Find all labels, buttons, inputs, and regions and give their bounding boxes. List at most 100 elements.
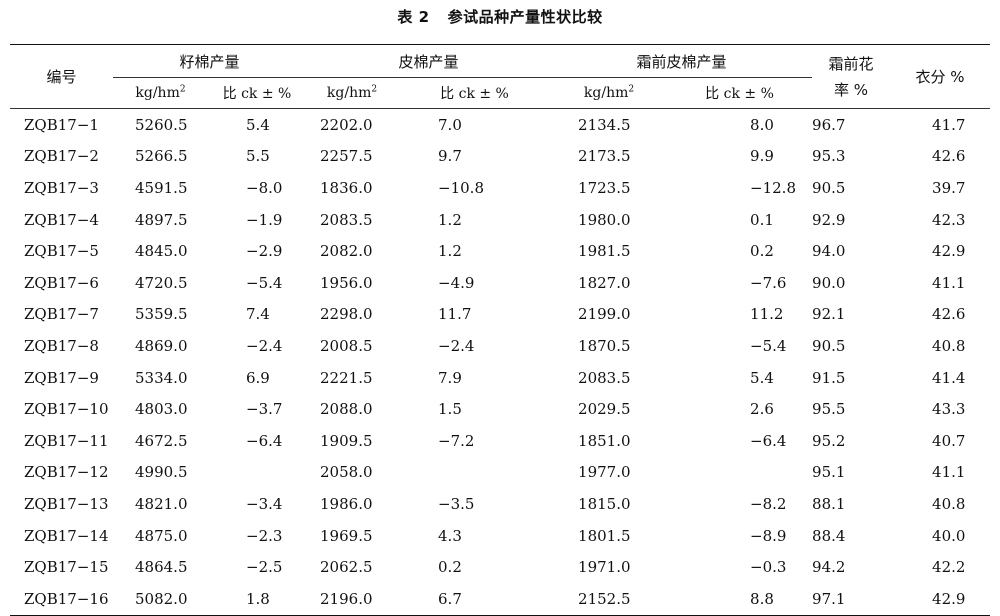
prefrost-vs-ck-cell: −7.6 [750, 273, 787, 292]
seed-yield-cell: 4845.0 [135, 242, 188, 261]
header-lint-percentage: 衣分 % [890, 44, 991, 109]
header-row-sub: kg/hm2 比 ck ± % kg/hm2 比 ck ± % kg/hm2 比… [10, 77, 990, 109]
seed-vs-ck-cell: 6.9 [246, 368, 270, 387]
table-row: ZQB17−16 5082.0 1.8 2196.0 6.7 2152.5 8.8 97.1 4… [10, 582, 991, 616]
prefrost-vs-ck-cell: 0.1 [750, 210, 774, 229]
lint-percent-cell: 42.3 [932, 210, 966, 229]
lint-percent-cell: 42.6 [932, 305, 966, 324]
lint-vs-ck-cell: 7.9 [438, 368, 462, 387]
table-row: ZQB17−14 4875.0 −2.3 1969.5 4.3 1801.5 −8.9 88.… [10, 520, 990, 552]
prefrost-vs-ck-cell: −12.8 [750, 178, 796, 197]
lint-percent-cell: 42.2 [932, 558, 966, 577]
header-unit-lint: kg/hm2 [306, 77, 399, 109]
lint-yield-cell: 2088.0 [320, 400, 373, 419]
seed-yield-cell: 5334.0 [135, 368, 188, 387]
table-row: ZQB17−3 4591.5 −8.0 1836.0 −10.8 1723.5 −12.8 9… [10, 172, 990, 204]
seed-yield-cell: 4875.0 [135, 526, 188, 545]
seed-vs-ck-cell: −3.4 [246, 494, 283, 513]
prefrost-yield-cell: 1980.0 [578, 210, 631, 229]
prefrost-vs-ck-cell: 8.8 [667, 582, 813, 616]
prefrost-yield-cell: 1870.5 [578, 336, 631, 355]
prefrost-vs-ck-cell: −5.4 [750, 336, 787, 355]
table-title: 参试品种产量性状比较 [447, 8, 603, 26]
prefrost-vs-ck-cell: −8.2 [750, 494, 787, 513]
table-number: 表 2 [397, 8, 430, 26]
prefrost-rate-cell: 90.5 [812, 336, 846, 355]
seed-vs-ck-cell: 1.8 [208, 582, 307, 616]
lint-vs-ck-cell: −10.8 [438, 178, 484, 197]
unit-exponent: 2 [371, 84, 378, 95]
header-row-top: 编号 籽棉产量 皮棉产量 霜前皮棉产量 霜前花率 % 衣分 % [10, 44, 991, 109]
lint-yield-cell: 2202.0 [320, 115, 373, 134]
seed-vs-ck-cell: −3.7 [246, 400, 283, 419]
lint-percent-cell: 42.6 [932, 147, 966, 166]
lint-yield-cell: 2221.5 [320, 368, 373, 387]
seed-yield-cell: 5359.5 [135, 305, 188, 324]
prefrost-rate-cell: 96.7 [812, 115, 846, 134]
seed-yield-cell: 5082.0 [113, 582, 208, 616]
prefrost-yield-cell: 1981.5 [578, 242, 631, 261]
lint-yield-cell: 1986.0 [320, 494, 373, 513]
lint-vs-ck-cell: 11.7 [438, 305, 472, 324]
prefrost-yield-cell: 1977.0 [578, 463, 631, 482]
prefrost-yield-cell: 2134.5 [578, 115, 631, 134]
variety-id-cell: ZQB17−4 [24, 210, 99, 229]
prefrost-rate-cell: 95.2 [812, 431, 846, 450]
prefrost-yield-cell: 1815.0 [578, 494, 631, 513]
prefrost-rate-cell: 95.3 [812, 147, 846, 166]
seed-vs-ck-cell: 5.4 [246, 115, 270, 134]
table-row: ZQB17−1 5260.5 5.4 2202.0 7.0 2134.5 8.0 96.7 41… [10, 109, 990, 141]
lint-yield-cell: 2196.0 [306, 582, 399, 616]
prefrost-yield-cell: 2173.5 [578, 147, 631, 166]
prefrost-yield-cell: 1801.5 [578, 526, 631, 545]
header-vs-ck-seed: 比 ck ± % [208, 77, 307, 109]
variety-id-cell: ZQB17−16 [10, 582, 113, 616]
seed-vs-ck-cell: 5.5 [246, 147, 270, 166]
prefrost-yield-cell: 2199.0 [578, 305, 631, 324]
table-row: ZQB17−10 4803.0 −3.7 2088.0 1.5 2029.5 2.6 95.5… [10, 393, 990, 425]
variety-id-cell: ZQB17−5 [24, 242, 99, 261]
prefrost-vs-ck-cell: −6.4 [750, 431, 787, 450]
seed-yield-cell: 5266.5 [135, 147, 188, 166]
variety-id-cell: ZQB17−10 [24, 400, 109, 419]
table-row: ZQB17−4 4897.5 −1.9 2083.5 1.2 1980.0 0.1 92.9 4… [10, 204, 990, 236]
seed-vs-ck-cell: 7.4 [246, 305, 270, 324]
variety-id-cell: ZQB17−2 [24, 147, 99, 166]
prefrost-vs-ck-cell: 8.0 [750, 115, 774, 134]
table-row: ZQB17−2 5266.5 5.5 2257.5 9.7 2173.5 9.9 95.3 42… [10, 141, 990, 173]
lint-yield-cell: 2298.0 [320, 305, 373, 324]
lint-yield-cell: 2257.5 [320, 147, 373, 166]
lint-vs-ck-cell: 6.7 [398, 582, 552, 616]
unit-text: kg/hm [583, 85, 629, 101]
lint-yield-cell: 2058.0 [320, 463, 373, 482]
lint-percent-cell: 41.7 [932, 115, 966, 134]
prefrost-yield-cell: 2152.5 [551, 582, 668, 616]
seed-yield-cell: 4591.5 [135, 178, 188, 197]
seed-yield-cell: 4803.0 [135, 400, 188, 419]
prefrost-vs-ck-cell: −8.9 [750, 526, 787, 545]
header-vs-ck-lint: 比 ck ± % [398, 77, 552, 109]
lint-yield-cell: 2083.5 [320, 210, 373, 229]
lint-percent-cell: 40.0 [932, 526, 966, 545]
table-row: ZQB17−13 4821.0 −3.4 1986.0 −3.5 1815.0 −8.2 88… [10, 488, 990, 520]
seed-vs-ck-cell: −5.4 [246, 273, 283, 292]
seed-yield-cell: 4897.5 [135, 210, 188, 229]
prefrost-rate-cell: 90.5 [812, 178, 846, 197]
lint-yield-cell: 1956.0 [320, 273, 373, 292]
header-prefrost-lint-yield: 霜前皮棉产量 [551, 44, 813, 78]
variety-id-cell: ZQB17−11 [24, 431, 109, 450]
variety-id-cell: ZQB17−3 [24, 178, 99, 197]
lint-percent-cell: 42.9 [932, 242, 966, 261]
variety-id-cell: ZQB17−7 [24, 305, 99, 324]
seed-yield-cell: 5260.5 [135, 115, 188, 134]
table-row: ZQB17−6 4720.5 −5.4 1956.0 −4.9 1827.0 −7.6 90.… [10, 267, 990, 299]
prefrost-rate-cell: 91.5 [812, 368, 846, 387]
seed-vs-ck-cell: −8.0 [246, 178, 283, 197]
lint-yield-cell: 1909.5 [320, 431, 373, 450]
lint-vs-ck-cell: −7.2 [438, 431, 475, 450]
lint-vs-ck-cell: −2.4 [438, 336, 475, 355]
seed-vs-ck-cell: −2.5 [246, 558, 283, 577]
lint-yield-cell: 1969.5 [320, 526, 373, 545]
seed-vs-ck-cell: −6.4 [246, 431, 283, 450]
table-row: ZQB17−11 4672.5 −6.4 1909.5 −7.2 1851.0 −6.4 95… [10, 425, 990, 457]
